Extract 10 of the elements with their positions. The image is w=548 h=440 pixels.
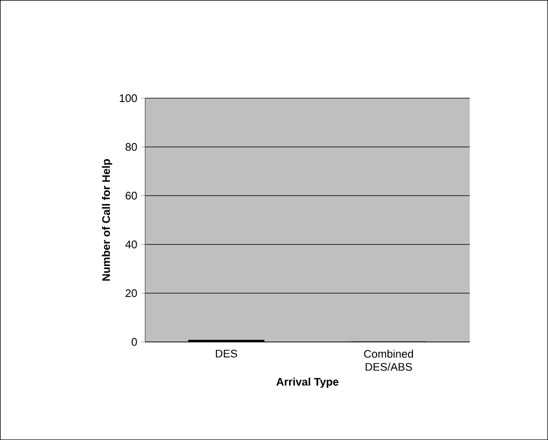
y-tick-label: 20 <box>126 289 137 298</box>
y-tick-label: 60 <box>126 192 137 200</box>
y-tick-label: 100 <box>120 94 137 102</box>
x-tick-label: DES <box>216 350 238 358</box>
x-axis-title: Arrival Type <box>276 378 338 388</box>
y-tick-label: 0 <box>132 338 137 346</box>
y-tick-label: 40 <box>125 240 137 248</box>
y-axis-title: Number of Call for Help <box>102 159 112 281</box>
y-tick-label: 80 <box>126 143 137 151</box>
x-tick-label: Combined DES/ABS <box>364 350 413 371</box>
